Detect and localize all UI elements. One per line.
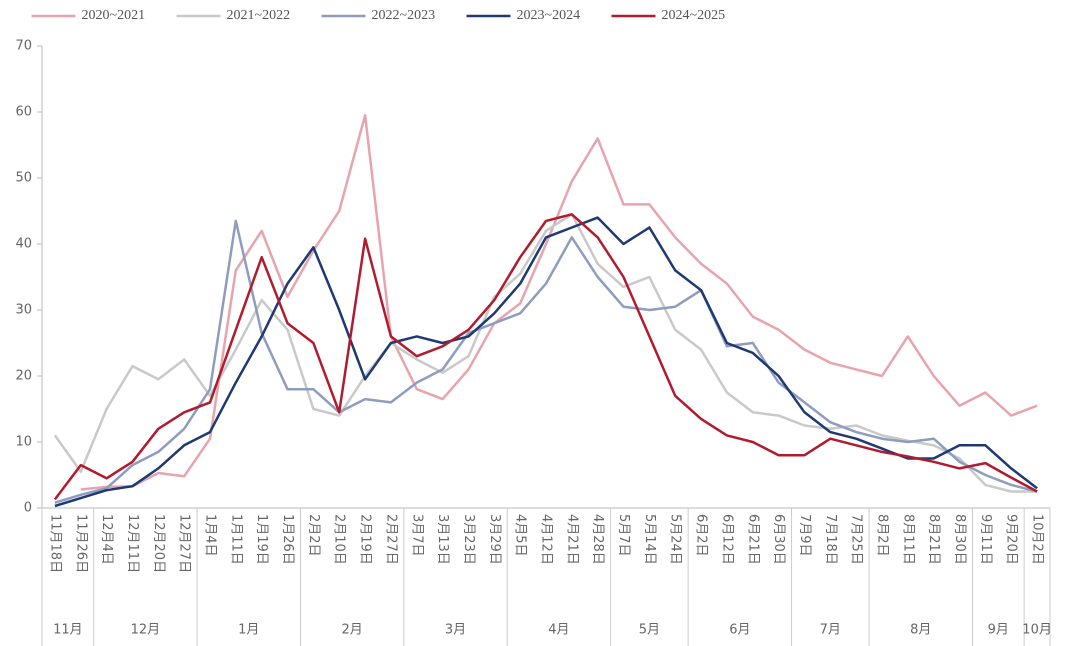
- x-tick-label: 3月29日: [487, 514, 502, 565]
- month-group-label: 2月: [342, 623, 363, 638]
- x-tick-label: 3月13日: [435, 514, 450, 565]
- month-group-label: 4月: [548, 623, 569, 638]
- y-tick-label: 70: [15, 39, 32, 54]
- x-tick-label: 11月26日: [73, 514, 88, 573]
- y-tick-label: 30: [15, 303, 32, 318]
- x-tick-label: 3月23日: [461, 514, 476, 565]
- x-tick-label: 6月21日: [745, 514, 760, 565]
- x-tick-label: 6月2日: [694, 514, 709, 557]
- x-tick-label: 4月28日: [590, 514, 605, 565]
- month-group-label: 3月: [445, 623, 466, 638]
- month-group-label: 8月: [910, 623, 931, 638]
- x-tick-label: 2月2日: [306, 514, 321, 557]
- y-tick-label: 0: [24, 501, 32, 516]
- x-tick-label: 9月20日: [1004, 514, 1019, 565]
- x-tick-label: 2月19日: [358, 514, 373, 565]
- x-tick-label: 12月4日: [99, 514, 114, 565]
- x-tick-label: 10月2日: [1030, 514, 1045, 565]
- series-line: [53, 213, 1038, 501]
- y-tick-label: 40: [15, 237, 32, 252]
- x-tick-label: 6月12日: [719, 514, 734, 565]
- month-group-label: 12月: [131, 623, 161, 638]
- legend-label: 2024~2025: [662, 8, 726, 23]
- x-tick-label: 7月18日: [823, 514, 838, 565]
- x-tick-label: 6月30日: [771, 514, 786, 565]
- x-tick-label: 9月11日: [978, 514, 993, 565]
- x-tick-label: 8月11日: [900, 514, 915, 565]
- x-tick-label: 12月11日: [125, 514, 140, 573]
- month-group-label: 1月: [238, 623, 259, 638]
- x-tick-label: 4月21日: [564, 514, 579, 565]
- month-group-label: 6月: [729, 623, 750, 638]
- series-line: [54, 216, 1038, 508]
- y-tick-label: 50: [15, 171, 32, 186]
- series-line: [54, 219, 1038, 504]
- x-tick-label: 5月24日: [668, 514, 683, 565]
- x-tick-label: 1月19日: [254, 514, 269, 565]
- x-tick-label: 1月4日: [203, 514, 218, 557]
- y-tick-label: 20: [15, 369, 32, 384]
- month-group-label: 5月: [639, 623, 660, 638]
- x-tick-label: 12月20日: [151, 514, 166, 573]
- x-tick-label: 8月2日: [875, 514, 890, 557]
- legend-label: 2020~2021: [82, 8, 146, 23]
- x-tick-label: 12月27日: [177, 514, 192, 573]
- x-tick-label: 2月10日: [332, 514, 347, 565]
- x-tick-label: 5月7日: [616, 514, 631, 557]
- x-tick-label: 4月12日: [539, 514, 554, 565]
- month-group-label: 9月: [988, 623, 1009, 638]
- legend-label: 2023~2024: [517, 8, 581, 23]
- x-tick-label: 2月27日: [383, 514, 398, 565]
- x-tick-label: 3月7日: [409, 514, 424, 557]
- x-tick-label: 5月14日: [642, 514, 657, 565]
- x-tick-label: 1月26日: [280, 514, 295, 565]
- y-tick-label: 10: [15, 435, 32, 450]
- x-tick-label: 8月30日: [952, 514, 967, 565]
- x-tick-label: 4月5日: [513, 514, 528, 557]
- y-tick-label: 60: [15, 105, 32, 120]
- series-line: [80, 114, 1038, 491]
- x-tick-label: 1月11日: [228, 514, 243, 565]
- month-group-label: 10月: [1022, 623, 1052, 638]
- x-tick-label: 11月18日: [47, 514, 62, 573]
- month-group-label: 7月: [820, 623, 841, 638]
- x-tick-label: 7月25日: [849, 514, 864, 565]
- month-group-label: 11月: [53, 623, 83, 638]
- legend-label: 2022~2023: [372, 8, 436, 23]
- legend-label: 2021~2022: [227, 8, 291, 23]
- x-tick-label: 8月21日: [926, 514, 941, 565]
- x-tick-label: 7月9日: [797, 514, 812, 557]
